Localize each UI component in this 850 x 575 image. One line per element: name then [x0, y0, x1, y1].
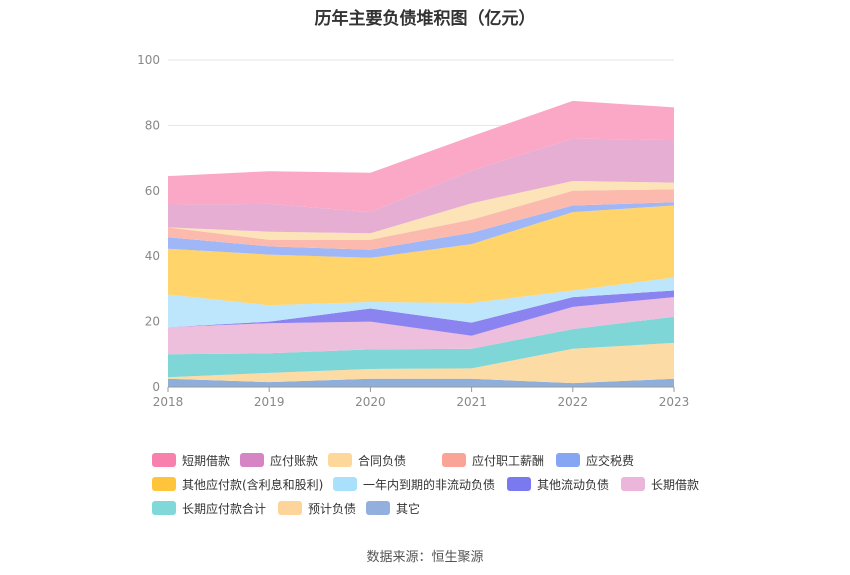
y-tick-label: 80 [145, 118, 160, 132]
area-series-8: 应付职工薪酬 [168, 189, 674, 250]
legend-item-payroll-payable[interactable]: 应付职工薪酬 [442, 452, 556, 469]
x-tick-label: 2022 [558, 395, 589, 409]
legend-label: 合同负债 [358, 453, 407, 468]
legend-label: 一年内到期的非流动负债 [363, 477, 496, 492]
area-series-5: 一年内到期的非流动负债 [168, 277, 674, 328]
area-series-0: 其它 [168, 378, 674, 387]
legend-label: 其他流动负债 [537, 477, 610, 492]
x-tick-label: 2019 [254, 395, 285, 409]
legend-item-current-noncurrent-liabilities[interactable]: 一年内到期的非流动负债 [333, 476, 507, 493]
x-tick-label: 2020 [355, 395, 386, 409]
chart-title: 历年主要负债堆积图（亿元） [314, 9, 536, 29]
area-series-7: 应交税费 [168, 202, 674, 258]
legend-swatch [366, 501, 390, 515]
x-tick-label: 2018 [153, 395, 184, 409]
legend-label: 长期借款 [651, 477, 700, 492]
legend-label: 预计负债 [308, 501, 357, 516]
y-tick-label: 40 [145, 249, 160, 263]
legend-label: 应付职工薪酬 [472, 453, 545, 468]
axis-layer: 0 20 40 60 80 100 2018 2019 2020 2021 2022 2023 [137, 53, 689, 409]
legend-swatch [152, 477, 176, 491]
legend-swatch [442, 453, 466, 467]
legend-swatch [328, 453, 352, 467]
y-tick-label: 100 [137, 53, 160, 67]
y-tick-label: 20 [145, 315, 160, 329]
area-series-9: 合同负债 [168, 181, 674, 240]
x-tick-label: 2023 [659, 395, 690, 409]
legend: 短期借款 应付账款 合同负债 应付职工薪酬 应交税费 其他应付款(含利息和股利)… [152, 448, 752, 520]
legend-row-3: 长期应付款合计 预计负债 其它 [152, 496, 752, 520]
area-series-3: 长期借款 [168, 297, 674, 355]
legend-swatch [621, 477, 645, 491]
legend-label: 应付账款 [270, 453, 319, 468]
legend-label: 应交税费 [586, 453, 635, 468]
area-series-6: 其他应付款(含利息和股利) [168, 205, 674, 306]
legend-row-2: 其他应付款(含利息和股利) 一年内到期的非流动负债 其他流动负债 长期借款 [152, 472, 752, 496]
legend-item-other[interactable]: 其它 [366, 500, 454, 517]
area-series-4: 其他流动负债 [168, 290, 674, 336]
y-tick-label: 0 [152, 380, 160, 394]
legend-label: 短期借款 [182, 453, 231, 468]
legend-swatch [278, 501, 302, 515]
area-layer: 其它预计负债长期应付款合计长期借款其他流动负债一年内到期的非流动负债其他应付款(… [168, 100, 674, 387]
legend-swatch [152, 453, 176, 467]
area-series-11: 短期借款 [168, 100, 674, 213]
legend-row-1: 短期借款 应付账款 合同负债 应付职工薪酬 应交税费 [152, 448, 752, 472]
legend-swatch [507, 477, 531, 491]
legend-item-accounts-payable[interactable]: 应付账款 [240, 452, 328, 469]
legend-item-provisions[interactable]: 预计负债 [278, 500, 366, 517]
legend-label: 其他应付款(含利息和股利) [182, 477, 324, 492]
legend-label: 长期应付款合计 [182, 501, 267, 516]
legend-label: 其它 [396, 501, 421, 516]
legend-item-long-term-loans[interactable]: 长期借款 [621, 476, 709, 493]
area-series-10: 应付账款 [168, 138, 674, 234]
data-source: 数据来源：恒生聚源 [366, 550, 484, 565]
legend-item-short-term-loans[interactable]: 短期借款 [152, 452, 240, 469]
area-series-2: 长期应付款合计 [168, 316, 674, 378]
legend-swatch [333, 477, 357, 491]
legend-item-other-current-liabilities[interactable]: 其他流动负债 [507, 476, 621, 493]
legend-item-other-payables[interactable]: 其他应付款(含利息和股利) [152, 476, 333, 493]
legend-swatch [152, 501, 176, 515]
legend-item-contract-liabilities[interactable]: 合同负债 [328, 452, 442, 469]
stacked-area-chart: 其它预计负债长期应付款合计长期借款其他流动负债一年内到期的非流动负债其他应付款(… [137, 53, 689, 409]
area-series-1: 预计负债 [168, 342, 674, 384]
legend-item-taxes-payable[interactable]: 应交税费 [556, 452, 644, 469]
y-tick-label: 60 [145, 184, 160, 198]
legend-swatch [240, 453, 264, 467]
legend-item-long-term-payables[interactable]: 长期应付款合计 [152, 500, 278, 517]
x-tick-label: 2021 [456, 395, 487, 409]
legend-swatch [556, 453, 580, 467]
